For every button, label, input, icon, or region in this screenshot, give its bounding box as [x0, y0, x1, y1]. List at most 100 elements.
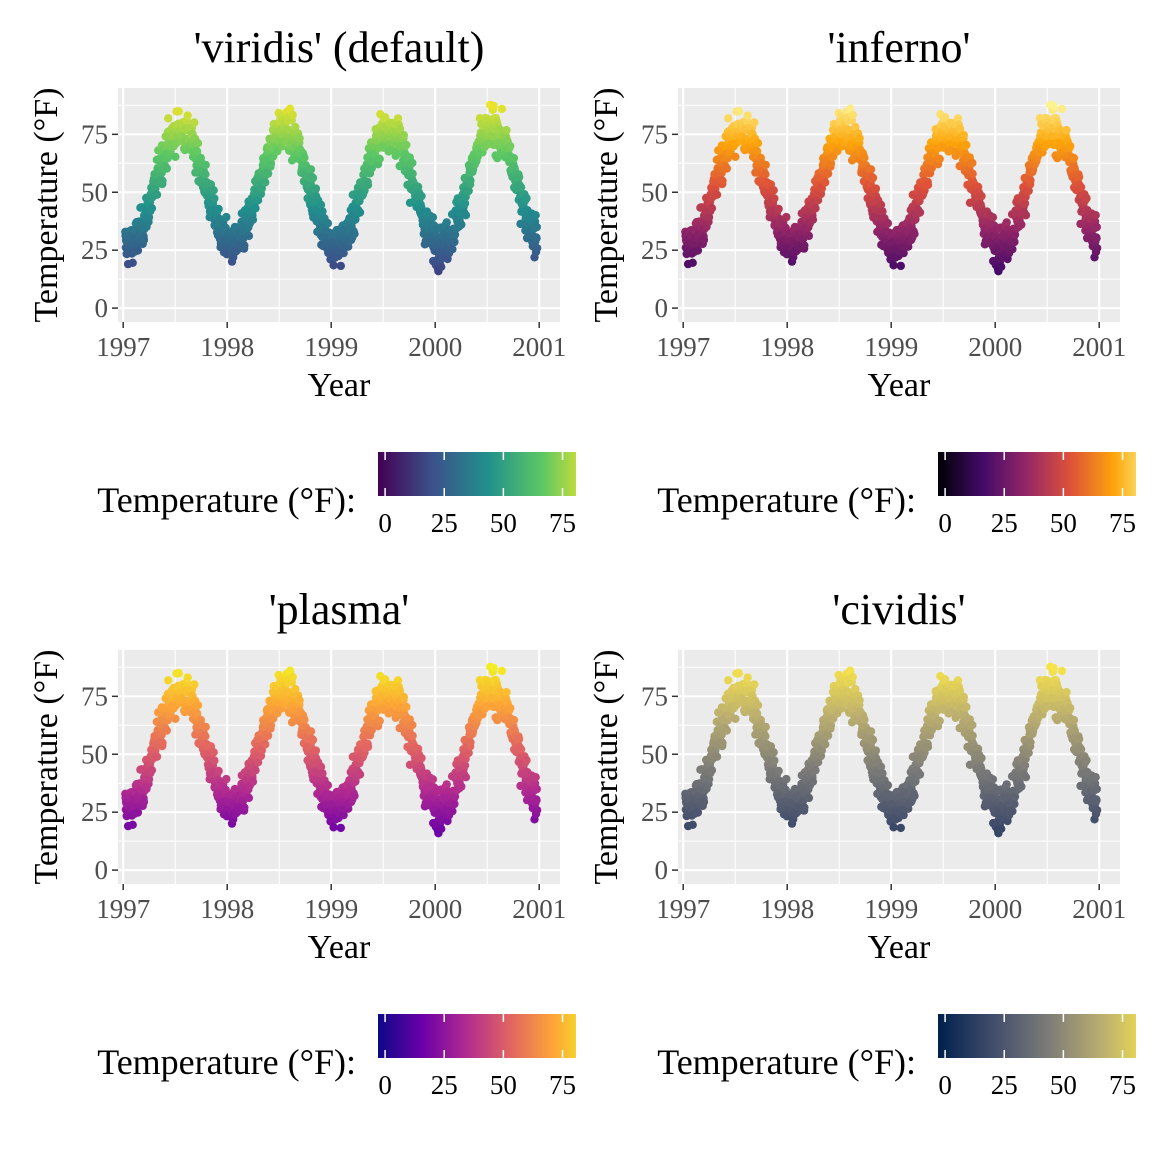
- data-point: [707, 766, 717, 775]
- grid-major: [678, 88, 1120, 322]
- data-point: [133, 246, 143, 255]
- y-tick-label: 50: [641, 177, 668, 207]
- data-point: [162, 726, 171, 735]
- data-point: [152, 190, 162, 199]
- data-point: [953, 114, 963, 123]
- data-point: [201, 732, 210, 741]
- data-point: [860, 153, 869, 162]
- data-point: [868, 173, 878, 182]
- data-point: [201, 722, 210, 732]
- data-point: [221, 223, 230, 232]
- data-point: [164, 676, 173, 685]
- data-point: [209, 186, 218, 195]
- x-tick-label: 1998: [200, 894, 254, 924]
- data-point: [460, 199, 470, 208]
- data-point: [308, 735, 318, 744]
- data-point: [962, 140, 971, 150]
- data-point: [375, 716, 384, 726]
- data-point: [133, 808, 143, 817]
- x-axis-title: Year: [868, 367, 931, 404]
- data-points: [121, 662, 542, 838]
- data-point: [817, 746, 826, 755]
- y-tick-label: 25: [81, 797, 108, 827]
- data-point: [1002, 218, 1011, 227]
- data-point: [1062, 126, 1071, 135]
- data-point: [871, 184, 881, 193]
- data-point: [450, 799, 459, 809]
- data-point: [210, 756, 219, 765]
- legend-tick-label: 0: [378, 1070, 392, 1100]
- data-point: [329, 261, 338, 270]
- data-point: [393, 676, 403, 685]
- data-point: [497, 666, 507, 676]
- data-point: [248, 215, 258, 224]
- data-point: [209, 748, 218, 757]
- data-point: [876, 200, 886, 209]
- data-point: [461, 773, 471, 782]
- x-tick-label: 2000: [968, 332, 1022, 362]
- data-point: [750, 680, 759, 689]
- data-point: [988, 213, 998, 222]
- data-point: [731, 714, 740, 723]
- data-point: [821, 178, 830, 187]
- legend-tick-label: 25: [431, 1070, 458, 1100]
- data-point: [1049, 101, 1058, 111]
- x-tick-label: 2001: [512, 894, 566, 924]
- y-tick-label: 75: [641, 119, 668, 149]
- data-point: [240, 241, 249, 250]
- data-point: [158, 176, 167, 185]
- data-point: [311, 184, 321, 193]
- data-point: [808, 215, 818, 224]
- data-point: [214, 204, 223, 214]
- data-point: [147, 204, 157, 213]
- data-point: [781, 223, 790, 232]
- data-point: [1020, 199, 1030, 208]
- data-point: [408, 720, 417, 730]
- legend-tick-label: 50: [490, 1070, 517, 1100]
- data-point: [718, 176, 727, 185]
- x-tick-label: 2001: [512, 332, 566, 362]
- data-point: [761, 732, 770, 741]
- data-point: [489, 101, 498, 111]
- data-point: [306, 727, 316, 736]
- data-point: [355, 208, 365, 217]
- data-point: [300, 715, 309, 724]
- data-point: [399, 130, 408, 140]
- data-point: [509, 153, 519, 163]
- data-point: [1024, 186, 1033, 195]
- data-point: [1010, 237, 1019, 247]
- legend-colorbar: [938, 452, 1136, 496]
- data-point: [826, 159, 836, 168]
- chart-title: 'plasma': [269, 585, 410, 634]
- x-tick-label: 1997: [96, 332, 150, 362]
- x-tick-label: 2000: [408, 332, 462, 362]
- data-point: [531, 211, 540, 220]
- data-point: [448, 245, 457, 254]
- data-point: [248, 777, 258, 786]
- data-point: [466, 176, 475, 185]
- data-point: [201, 160, 210, 170]
- data-point: [1010, 230, 1020, 239]
- data-point: [257, 184, 266, 193]
- data-point: [823, 169, 833, 178]
- x-tick-label: 1998: [200, 332, 254, 362]
- data-point: [800, 241, 809, 250]
- data-point: [516, 183, 526, 192]
- data-point: [532, 234, 541, 243]
- data-point: [489, 663, 498, 673]
- data-point: [532, 796, 541, 805]
- data-point: [380, 113, 390, 122]
- data-point: [375, 154, 384, 164]
- data-point: [693, 246, 703, 255]
- data-point: [800, 803, 809, 812]
- data-point: [522, 194, 531, 203]
- data-point: [162, 164, 171, 173]
- data-point: [190, 680, 199, 689]
- data-point: [367, 726, 376, 735]
- data-point: [466, 738, 475, 747]
- data-points: [121, 100, 542, 276]
- data-point: [1082, 194, 1091, 203]
- x-tick-label: 1997: [656, 332, 710, 362]
- data-point: [516, 745, 526, 754]
